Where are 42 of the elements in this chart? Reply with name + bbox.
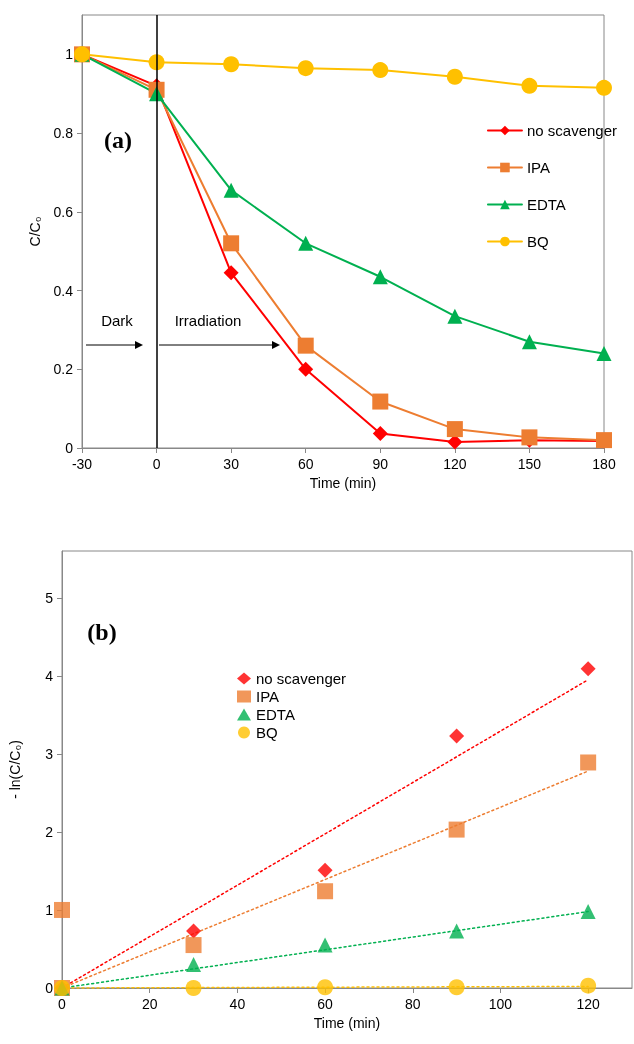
- x-tick-label: 30: [223, 456, 240, 472]
- legend-label: no scavenger: [526, 122, 617, 139]
- y-tick-label: 3: [45, 745, 54, 762]
- x-tick-label: 120: [576, 996, 601, 1012]
- annotation: Irradiation: [174, 311, 242, 329]
- x-tick-label: 180: [592, 456, 616, 472]
- legend-label: BQ: [526, 233, 549, 250]
- legend-label: BQ: [256, 724, 278, 741]
- x-tick-label: 60: [317, 996, 334, 1012]
- x-tick-label: 150: [517, 456, 542, 472]
- legend-label: no scavenger: [256, 670, 347, 687]
- y-tick-label: 1: [65, 46, 74, 63]
- y-tick-label: 0: [65, 440, 74, 456]
- annotation: (a): [104, 127, 132, 153]
- y-tick-label: 0.4: [53, 282, 74, 299]
- legend-label: IPA: [526, 159, 551, 176]
- y-tick-label: 1: [45, 901, 54, 918]
- x-axis-title: Time (min): [313, 1014, 381, 1031]
- y-tick-label: 0.6: [53, 203, 74, 220]
- legend-label: EDTA: [256, 706, 295, 723]
- legend-label: IPA: [256, 688, 280, 705]
- x-tick-label: 120: [443, 456, 467, 472]
- x-tick-label: 100: [488, 996, 513, 1012]
- annotation: (b): [87, 619, 117, 645]
- x-tick-label: 80: [404, 996, 421, 1012]
- y-tick-label: 5: [45, 589, 54, 606]
- x-tick-label: 90: [372, 456, 389, 472]
- x-tick-label: 60: [297, 456, 314, 472]
- x-tick-label: -30: [71, 456, 93, 472]
- x-tick-label: 0: [152, 456, 161, 472]
- x-axis-title: Time (min): [309, 474, 377, 491]
- annotation: Dark: [101, 311, 134, 329]
- y-axis-title: C/C₀: [27, 216, 43, 247]
- y-axis-title: - ln(C/C₀): [7, 740, 23, 799]
- y-tick-label: 0.8: [53, 125, 74, 142]
- x-tick-label: 40: [229, 996, 246, 1012]
- x-tick-label: 20: [141, 996, 158, 1012]
- y-tick-label: 0: [45, 980, 54, 996]
- y-tick-label: 2: [45, 823, 54, 840]
- legend-label: EDTA: [526, 196, 566, 213]
- y-tick-label: 0.2: [53, 361, 74, 378]
- y-tick-label: 4: [45, 667, 54, 684]
